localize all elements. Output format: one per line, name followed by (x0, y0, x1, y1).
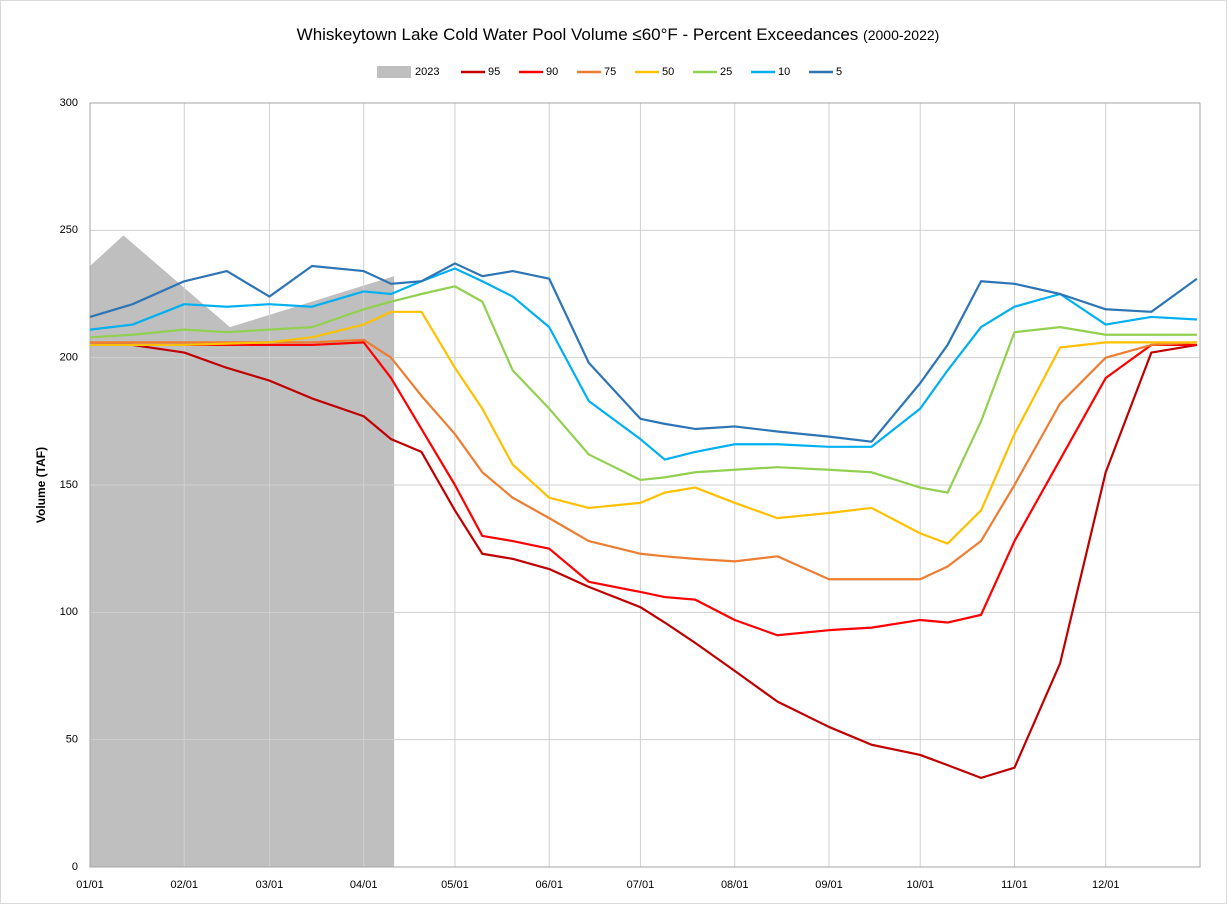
legend-label: 75 (604, 66, 616, 78)
x-tick-label: 05/01 (441, 879, 469, 891)
x-tick-label: 11/01 (1001, 879, 1028, 891)
legend-label: 90 (546, 66, 558, 78)
x-tick-label: 07/01 (627, 879, 655, 891)
y-tick-label: 250 (60, 224, 78, 236)
area (90, 235, 395, 868)
line (90, 341, 1197, 637)
x-tick-label: 04/01 (350, 879, 378, 891)
line (89, 267, 1198, 461)
x-tick-label: 06/01 (535, 879, 563, 891)
legend-swatch (377, 66, 411, 78)
y-tick-label: 0 (72, 861, 78, 873)
line (89, 285, 1197, 494)
line (90, 338, 1198, 581)
x-tick-label: 10/01 (906, 879, 934, 891)
y-tick-label: 100 (60, 606, 78, 618)
legend-label: 2023 (415, 66, 439, 78)
title-main: Whiskeytown Lake Cold Water Pool Volume … (297, 25, 859, 44)
x-tick-label: 03/01 (256, 879, 284, 891)
x-tick-label: 01/01 (76, 879, 104, 891)
legend-label: 95 (488, 66, 500, 78)
line (89, 262, 1198, 443)
y-tick-label: 300 (60, 97, 78, 109)
x-tick-label: 12/01 (1092, 879, 1120, 891)
x-tick-label: 09/01 (815, 879, 843, 891)
legend-label: 5 (836, 66, 842, 78)
y-tick-label: 150 (60, 479, 78, 491)
legend-label: 50 (662, 66, 674, 78)
y-tick-label: 200 (60, 352, 78, 364)
legend-label: 10 (778, 66, 790, 78)
line (90, 310, 1197, 545)
chart-title: Whiskeytown Lake Cold Water Pool Volume … (297, 25, 940, 44)
line (90, 343, 1198, 779)
plot-frame (89, 102, 1201, 868)
x-tick-label: 02/01 (171, 879, 199, 891)
legend-label: 25 (720, 66, 732, 78)
y-tick-label: 50 (66, 734, 78, 746)
x-tick-label: 08/01 (721, 879, 749, 891)
y-axis-label: Volume (TAF) (34, 447, 48, 523)
title-note: (2000-2022) (863, 27, 939, 43)
